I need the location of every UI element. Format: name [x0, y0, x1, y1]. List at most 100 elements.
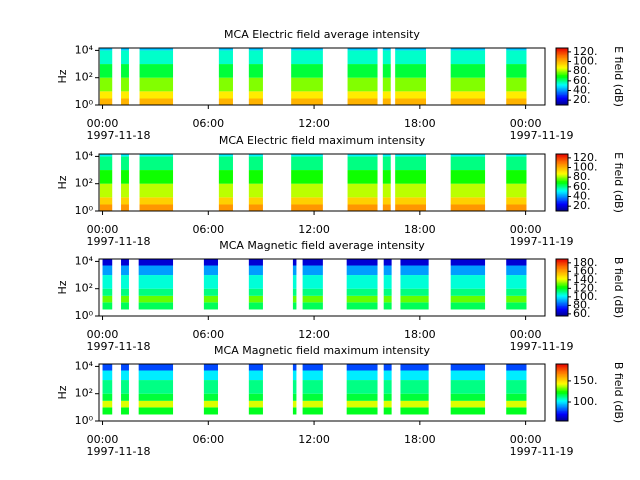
colorbar-slice	[556, 50, 568, 53]
spectrum-cell	[450, 275, 486, 289]
colorbar-tick-label: 40.	[573, 84, 591, 97]
spectrum-cell	[395, 98, 427, 105]
spectrum-cell	[203, 302, 218, 310]
spectrum-cell	[302, 364, 323, 371]
spectrum-cell	[102, 380, 113, 394]
spectrum-cell	[138, 380, 174, 394]
spectrum-cell	[347, 77, 378, 92]
colorbar-slice	[556, 191, 568, 193]
colorbar-slice	[556, 72, 568, 75]
spectrum-cell	[218, 170, 233, 184]
spectrum-cell	[248, 364, 263, 371]
colorbar-slice	[556, 181, 568, 183]
colorbar-slice	[556, 415, 568, 418]
colorbar-slice	[556, 267, 568, 270]
spectrum-cell	[203, 370, 218, 381]
spectrum-cell	[400, 275, 429, 289]
spectrum-cell	[102, 393, 113, 401]
colorbar-slice	[556, 393, 568, 396]
colorbar-slice	[556, 97, 568, 100]
spectrum-cell	[99, 197, 113, 205]
colorbar-slice	[556, 260, 568, 263]
colorbar-slice	[556, 409, 568, 412]
spectrum-cell	[450, 295, 486, 303]
colorbar-slice	[556, 261, 568, 264]
spectrum-cell	[121, 302, 129, 310]
spectrum-cell	[395, 50, 427, 65]
plot-frame	[98, 153, 546, 212]
spectrum-cell	[382, 204, 391, 211]
spectrum-cell	[450, 197, 486, 205]
spectrum-cell	[218, 48, 233, 51]
colorbar-slice	[556, 278, 568, 281]
spectrum-cell	[346, 275, 378, 289]
spectrum-cell	[102, 400, 113, 408]
colorbar-slice	[556, 86, 568, 89]
spectrum-cell	[121, 154, 129, 157]
colorbar-slice	[556, 73, 568, 76]
colorbar-slice	[556, 95, 568, 97]
colorbar-slice	[556, 60, 568, 63]
spectrum-cell	[139, 77, 174, 92]
colorbar-slice	[556, 199, 568, 202]
spectrum-cell	[346, 302, 378, 310]
spectrum-cell	[121, 393, 129, 401]
spectrum-cell	[506, 265, 527, 276]
spectrum-cell	[121, 407, 129, 415]
plot-frame	[98, 363, 546, 422]
colorbar-slice	[556, 313, 568, 316]
spectrum-cell	[346, 380, 378, 394]
colorbar-slice	[556, 379, 568, 382]
colorbar-tick-label: 60.	[573, 180, 591, 193]
spectrum-cell	[139, 156, 174, 171]
spectrum-cell	[400, 380, 429, 394]
spectrum-cell	[450, 380, 486, 394]
colorbar-slice	[556, 418, 568, 421]
spectrum-cell	[248, 275, 263, 289]
spectrum-cell	[450, 288, 486, 296]
x-tick-label: 00:00	[87, 117, 119, 130]
colorbar-slice	[556, 365, 568, 368]
spectrum-cell	[506, 288, 527, 296]
y-tick-label: 10⁴	[75, 149, 94, 162]
spectrum-cell	[121, 400, 129, 408]
x-tick-date: 1997-11-18	[87, 445, 151, 458]
spectrum-cell	[382, 183, 391, 198]
y-tick-label: 10²	[75, 282, 93, 295]
spectrum-cell	[248, 259, 263, 266]
spectrum-cell	[99, 156, 113, 171]
spectrum-cell	[506, 156, 527, 171]
spectrum-cell	[291, 50, 323, 65]
colorbar-slice	[556, 162, 568, 165]
colorbar-slice	[556, 87, 568, 90]
spectrum-cell	[506, 91, 527, 99]
colorbar-slice	[556, 392, 568, 395]
spectrum-cell	[506, 364, 527, 371]
x-tick-date: 1997-11-19	[510, 235, 574, 248]
spectrum-cell	[203, 380, 218, 394]
spectrum-cell	[400, 407, 429, 415]
colorbar-tick-label: 150.	[573, 374, 598, 387]
y-tick-label: 10⁴	[75, 43, 94, 56]
spectrum-cell	[138, 370, 174, 381]
colorbar-slice	[556, 413, 568, 416]
colorbar-slice	[556, 172, 568, 175]
colorbar-slice	[556, 402, 568, 405]
spectrum-cell	[450, 64, 486, 78]
colorbar-slice	[556, 376, 568, 379]
spectrum-cell	[139, 197, 174, 205]
spectrum-cell	[138, 288, 174, 296]
colorbar-tick-label: 180.	[573, 256, 598, 269]
colorbar-slice	[556, 159, 568, 162]
colorbar-slice	[556, 188, 568, 191]
colorbar-slice	[556, 297, 568, 300]
colorbar-slice	[556, 378, 568, 381]
spectrum-cell	[450, 48, 486, 51]
spectrum-cell	[102, 288, 113, 296]
x-tick-label: 00:00	[87, 433, 119, 446]
spectrum-cell	[302, 400, 323, 408]
colorbar-tick-label: 100.	[573, 395, 598, 408]
colorbar-slice	[556, 372, 568, 375]
spectrum-cell	[203, 407, 218, 415]
y-tick-label: 10⁰	[75, 204, 94, 217]
